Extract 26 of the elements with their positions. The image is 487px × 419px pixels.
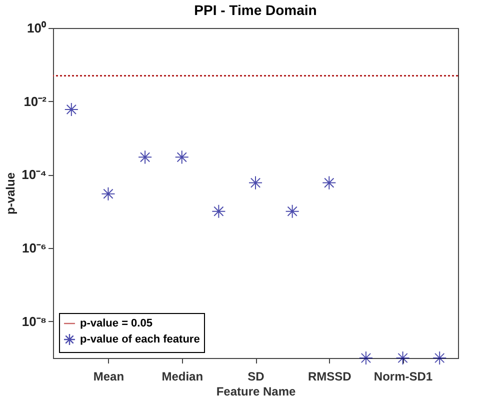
point [396, 350, 410, 366]
x-tick-label: Median [162, 370, 204, 384]
point [358, 350, 373, 366]
y-tick-label: 10⁰ [27, 20, 46, 36]
legend-label: p-value = 0.05 [80, 318, 152, 330]
y-tick-label: 10⁻⁸ [22, 314, 46, 329]
point [64, 102, 78, 116]
x-tick-label: RMSSD [308, 370, 352, 384]
point [101, 186, 116, 201]
point [285, 204, 300, 218]
x-axis-title: Feature Name [216, 384, 296, 398]
chart-title: PPI - Time Domain [194, 2, 317, 18]
x-tick-label: Mean [93, 370, 124, 384]
point [138, 150, 152, 164]
y-axis-title: p-value [4, 172, 18, 215]
point [432, 350, 447, 366]
point [248, 176, 263, 190]
x-tick-label: SD [248, 370, 265, 384]
x-tick-label: Norm-SD1 [374, 370, 433, 384]
point [322, 176, 336, 190]
point [212, 204, 226, 218]
y-tick-label: 10⁻⁶ [22, 240, 47, 256]
y-tick-label: 10⁻⁴ [22, 167, 46, 182]
y-tick-label: 10⁻² [24, 94, 48, 109]
legend-label: p-value of each feature [80, 334, 200, 346]
point [174, 150, 189, 164]
